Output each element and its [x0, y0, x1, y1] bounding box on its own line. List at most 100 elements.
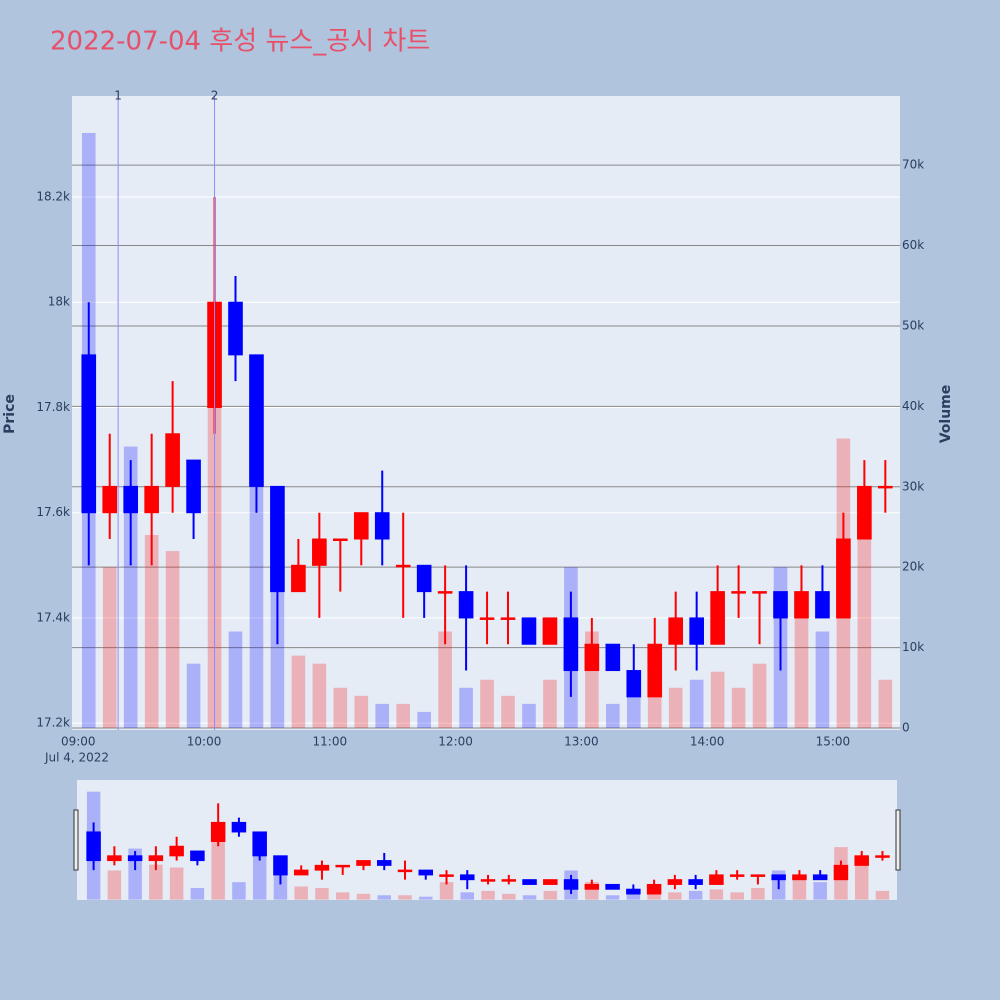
candle-body [293, 869, 309, 876]
y2-axis-label: Volume [938, 385, 954, 444]
candle-body [418, 869, 434, 876]
candle-body [731, 591, 746, 594]
annotation-text: 1 [114, 89, 122, 103]
x-date-label: Jul 4, 2022 [44, 751, 109, 765]
candle-body [458, 591, 474, 619]
volume-bar [522, 895, 537, 900]
volume-bar [333, 687, 348, 728]
candle-body [500, 617, 516, 620]
volume-bar [123, 446, 138, 728]
volume-bar [501, 695, 515, 728]
y-tick-label: 17.8k [36, 400, 70, 414]
volume-bar [459, 687, 473, 728]
volume-bar [169, 867, 184, 900]
candle-body [231, 821, 247, 833]
candle-body [81, 354, 97, 514]
volume-bar [315, 887, 329, 900]
candle-body [563, 879, 579, 890]
volume-bar [709, 889, 724, 900]
volume-bar [291, 655, 306, 728]
volume-bar [481, 890, 495, 900]
volume-bar [190, 887, 205, 900]
candle-body [710, 591, 725, 645]
volume-bar [668, 892, 682, 900]
volume-bar [668, 687, 683, 728]
volume-bar [752, 663, 767, 728]
candle-body [102, 485, 118, 514]
volume-bar [107, 870, 122, 900]
candle-body [584, 883, 600, 890]
volume-bar [102, 567, 117, 728]
volume-bar [128, 848, 142, 900]
slider-handle[interactable] [73, 809, 79, 871]
candle-body [752, 591, 767, 594]
y2-tick-label: 0 [902, 720, 910, 734]
candle-body [501, 879, 517, 882]
volume-bar [249, 486, 264, 728]
x-tick-label: 09:00 [61, 735, 96, 749]
y2-tick-label: 50k [902, 318, 924, 332]
candle-body [169, 845, 184, 857]
candle-body [709, 874, 724, 885]
y-tick-label: 18k [48, 295, 70, 309]
volume-bar [396, 703, 411, 728]
candle-body [542, 617, 558, 645]
candle-body [123, 485, 139, 514]
volume-bar [273, 870, 288, 900]
candle-body [626, 670, 642, 698]
candle-body [333, 538, 348, 542]
x-tick-label: 13:00 [564, 735, 599, 749]
volume-bar [377, 895, 391, 900]
candle-body [210, 821, 226, 842]
candle-body [335, 864, 350, 868]
y2-tick-label: 40k [902, 399, 924, 413]
candle-body [395, 564, 411, 568]
y-tick-label: 17.6k [36, 505, 70, 519]
candle-body [374, 512, 390, 540]
volume-bar [460, 892, 475, 900]
y2-tick-label: 70k [902, 158, 924, 172]
y2-tick-label: 20k [902, 560, 924, 574]
candle-body [479, 617, 495, 620]
volume-bar [294, 886, 308, 900]
candle-body [584, 643, 600, 672]
volume-bar [186, 663, 201, 728]
candle-body [107, 855, 122, 862]
volume-bar [232, 882, 246, 900]
candle-body [773, 591, 788, 619]
candle-body [190, 850, 205, 862]
candle-body [521, 617, 537, 645]
volume-bar [419, 896, 433, 900]
volume-bar [480, 679, 494, 728]
volume-bar [543, 890, 558, 900]
candle-body [668, 617, 684, 645]
candle-body [270, 485, 285, 593]
volume-bar [794, 615, 809, 728]
candle-body [312, 538, 327, 566]
candle-body [857, 485, 872, 540]
volume-bar [439, 882, 454, 900]
volume-bar [270, 567, 285, 728]
candle-body [878, 485, 893, 489]
candle-body [688, 879, 703, 885]
volume-bar [878, 679, 893, 728]
plot-area [72, 96, 900, 730]
volume-bar [792, 879, 807, 900]
volume-bar [335, 892, 350, 900]
candle-body [854, 855, 869, 866]
volume-bar [438, 631, 452, 728]
volume-bar [356, 893, 371, 900]
candle-body [228, 301, 243, 356]
chart-title: 2022-07-04 후성 뉴스_공시 차트 [50, 27, 430, 57]
candle-body [771, 874, 786, 881]
candle-body [439, 874, 454, 877]
slider-handle[interactable] [895, 809, 901, 871]
volume-bar [813, 882, 827, 900]
volume-bar [854, 855, 869, 900]
volume-bar [688, 890, 703, 900]
volume-bar [606, 703, 620, 728]
candle-body [792, 874, 807, 881]
volume-bar [417, 711, 431, 728]
volume-bar [689, 679, 704, 728]
volume-bar [730, 892, 744, 900]
